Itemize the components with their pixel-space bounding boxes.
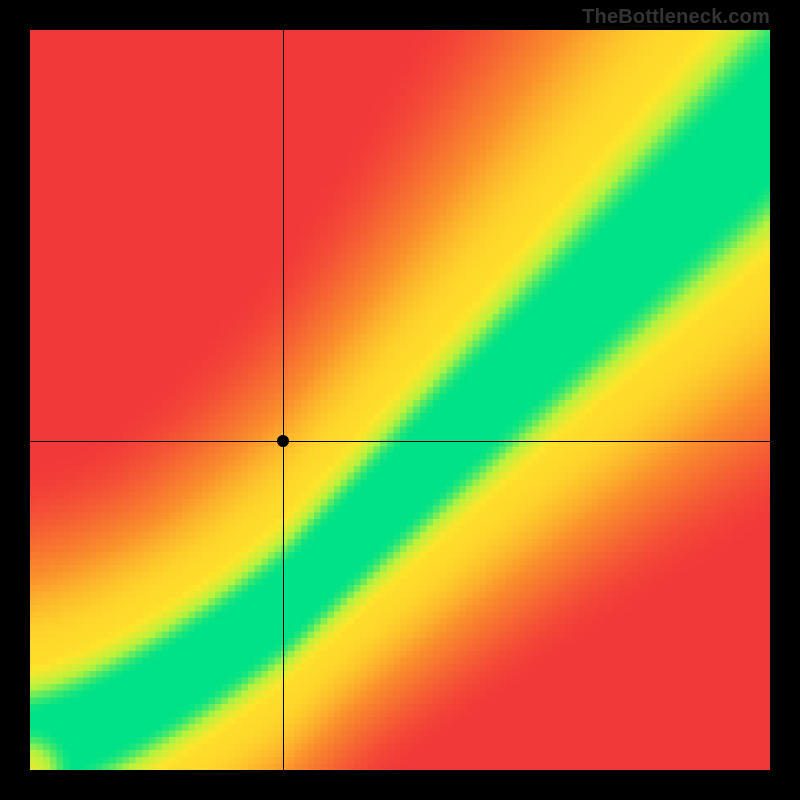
- crosshair-marker: [277, 435, 289, 447]
- heatmap-canvas: [30, 30, 770, 770]
- crosshair-vertical: [283, 30, 284, 770]
- watermark-text: TheBottleneck.com: [582, 6, 770, 29]
- crosshair-horizontal: [30, 441, 770, 442]
- plot-area: [30, 30, 770, 770]
